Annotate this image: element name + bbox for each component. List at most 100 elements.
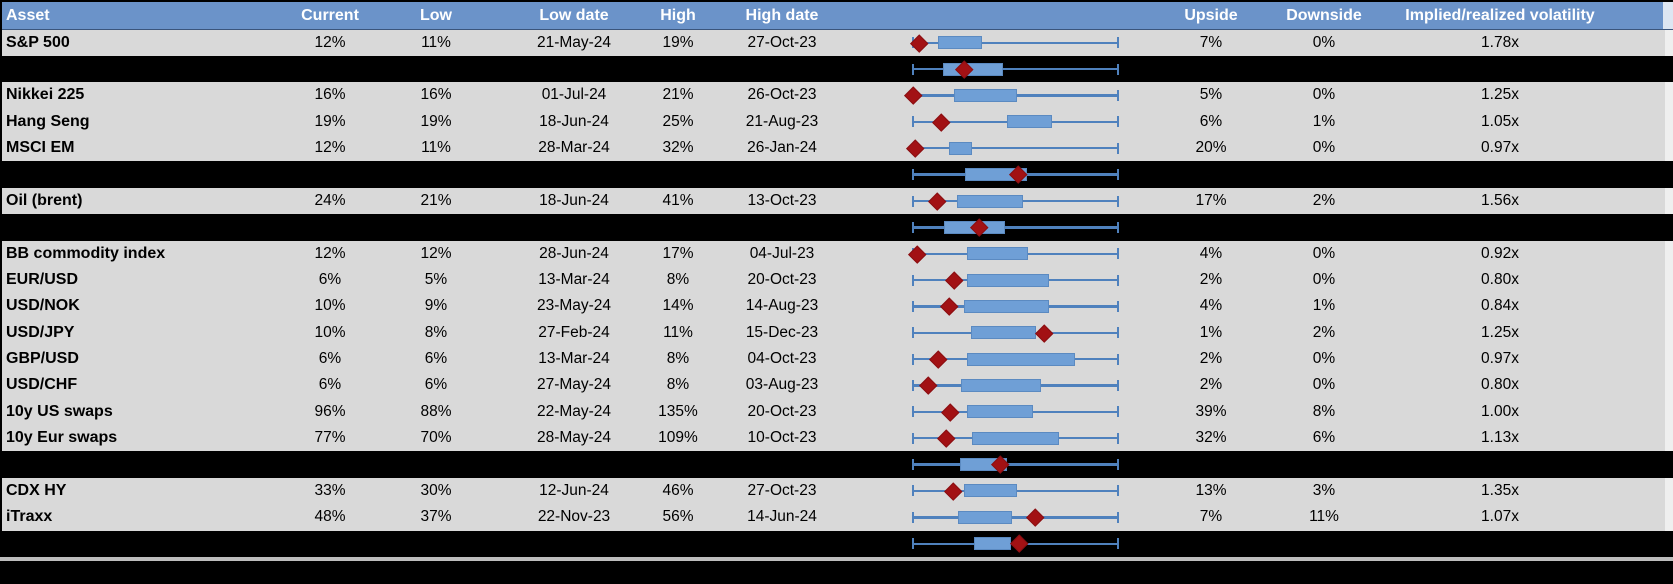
- cell-low_date: 13-Mar-24: [538, 270, 610, 288]
- cell-high: 8%: [666, 376, 690, 394]
- boxplot-whisker-cap-right: [1116, 169, 1120, 181]
- row-right-edge: [1665, 319, 1673, 347]
- cell-downside: 11%: [1309, 508, 1339, 526]
- cell-high: 25%: [662, 112, 694, 130]
- cell-current: 48%: [314, 508, 346, 526]
- boxplot-whisker-cap-left: [911, 432, 915, 444]
- cell-current: 12%: [314, 33, 346, 51]
- cell-low: 9%: [424, 297, 448, 315]
- cell-asset: CDX HY: [6, 481, 67, 499]
- boxplot-whisker-cap-left: [911, 195, 915, 207]
- table-row: BB commodity index 12% 12% 28-Jun-24 17% 04-J…: [0, 240, 1673, 267]
- separator-row: [0, 214, 1673, 241]
- cell-low_date: 23-May-24: [536, 297, 612, 315]
- boxplot-whisker-line: [913, 516, 1118, 519]
- current-level-diamond-marker: [1026, 508, 1044, 527]
- cell-high_date: 27-Oct-23: [747, 33, 817, 51]
- boxplot-whisker-line: [913, 68, 1118, 71]
- separator-row: [0, 451, 1673, 478]
- cell-upside: 4%: [1199, 297, 1223, 315]
- boxplot-whisker-cap-right: [1116, 195, 1120, 207]
- cell-asset: Oil (brent): [6, 191, 83, 209]
- cell-high_date: 26-Oct-23: [747, 86, 817, 104]
- boxplot-box: [971, 326, 1036, 340]
- current-level-diamond-marker: [944, 482, 962, 500]
- boxplot-whisker-cap-left: [911, 485, 915, 497]
- cell-high: 19%: [662, 33, 694, 51]
- boxplot-box: [967, 352, 1075, 366]
- column-header-downside: Downside: [1286, 7, 1362, 24]
- cell-current: 12%: [314, 244, 346, 262]
- cell-high_date: 27-Oct-23: [747, 481, 817, 499]
- table-row: USD/NOK 10% 9% 23-May-24 14% 14-Aug-23 4% 1% 0.8…: [0, 293, 1673, 320]
- cell-asset: Hang Seng: [6, 112, 90, 130]
- cell-downside: 2%: [1312, 323, 1336, 341]
- cell-low: 30%: [420, 481, 452, 499]
- boxplot-whisker-cap-right: [1116, 538, 1120, 550]
- boxplot-box: [961, 379, 1041, 393]
- cell-upside: 17%: [1195, 191, 1227, 209]
- column-header-low_date: Low date: [539, 7, 609, 24]
- cell-asset: USD/CHF: [6, 376, 78, 394]
- cell-low_date: 28-May-24: [536, 429, 612, 447]
- boxplot-whisker-cap-right: [1116, 90, 1120, 102]
- cell-downside: 0%: [1312, 139, 1336, 157]
- current-level-diamond-marker: [906, 139, 924, 158]
- cell-current: 6%: [318, 376, 342, 394]
- cell-current: 10%: [314, 323, 346, 341]
- column-header-low: Low: [420, 7, 452, 24]
- boxplot-whisker-cap-right: [1116, 37, 1120, 49]
- boxplot-whisker-cap-left: [911, 353, 915, 365]
- column-header-asset: Asset: [6, 7, 50, 24]
- cell-high: 109%: [658, 429, 698, 447]
- boxplot-whisker-cap-left: [911, 116, 915, 128]
- separator-row: [0, 56, 1673, 83]
- row-right-edge: [1665, 398, 1673, 426]
- cell-low: 16%: [420, 86, 452, 104]
- cell-upside: 2%: [1199, 350, 1223, 368]
- cell-high_date: 26-Jan-24: [747, 139, 817, 157]
- cell-downside: 0%: [1312, 244, 1336, 262]
- cell-upside: 32%: [1195, 429, 1227, 447]
- cell-asset: iTraxx: [6, 508, 53, 526]
- cell-high_date: 14-Aug-23: [745, 297, 819, 315]
- cell-current: 12%: [314, 139, 346, 157]
- cell-asset: 10y Eur swaps: [6, 429, 118, 447]
- cell-asset: USD/JPY: [6, 323, 75, 341]
- boxplot-whisker-cap-right: [1116, 459, 1120, 471]
- table-row: EUR/USD 6% 5% 13-Mar-24 8% 20-Oct-23 2% 0% 0.80x: [0, 266, 1673, 294]
- cell-upside: 2%: [1199, 270, 1223, 288]
- cell-upside: 39%: [1195, 402, 1227, 420]
- boxplot-whisker-cap-right: [1116, 353, 1120, 365]
- cell-vol: 1.00x: [1481, 402, 1519, 420]
- cell-downside: 0%: [1312, 86, 1336, 104]
- boxplot-whisker-cap-left: [911, 63, 915, 75]
- cell-high: 8%: [666, 270, 690, 288]
- boxplot-box: [967, 405, 1033, 419]
- cell-high_date: 03-Aug-23: [745, 376, 819, 394]
- cell-vol: 0.80x: [1481, 270, 1519, 288]
- left-edge-line: [0, 0, 2, 557]
- row-right-edge: [1665, 372, 1673, 399]
- separator-row: [0, 530, 1673, 557]
- cell-downside: 3%: [1312, 481, 1336, 499]
- cell-low: 88%: [420, 402, 452, 420]
- cell-current: 77%: [314, 429, 346, 447]
- table-row: MSCI EM 12% 11% 28-Mar-24 32% 26-Jan-24 20% 0% 0…: [0, 135, 1673, 162]
- boxplot-box: [964, 299, 1049, 313]
- table-row: USD/JPY 10% 8% 27-Feb-24 11% 15-Dec-23 1% 2% 1.2…: [0, 319, 1673, 347]
- cell-current: 24%: [314, 191, 346, 209]
- table-row: 10y US swaps 96% 88% 22-May-24 135% 20-Oct-23…: [0, 398, 1673, 426]
- boxplot-box: [974, 537, 1011, 551]
- boxplot-whisker-cap-left: [911, 274, 915, 286]
- cell-vol: 1.13x: [1481, 429, 1519, 447]
- cell-current: 19%: [314, 112, 346, 130]
- cell-high_date: 10-Oct-23: [747, 429, 817, 447]
- cell-low_date: 01-Jul-24: [541, 86, 607, 104]
- cell-low: 8%: [424, 323, 448, 341]
- cell-downside: 0%: [1312, 33, 1336, 51]
- cell-high_date: 13-Oct-23: [747, 191, 817, 209]
- cell-high_date: 20-Oct-23: [747, 270, 817, 288]
- cell-downside: 2%: [1312, 191, 1336, 209]
- boxplot-whisker-cap-right: [1116, 248, 1120, 260]
